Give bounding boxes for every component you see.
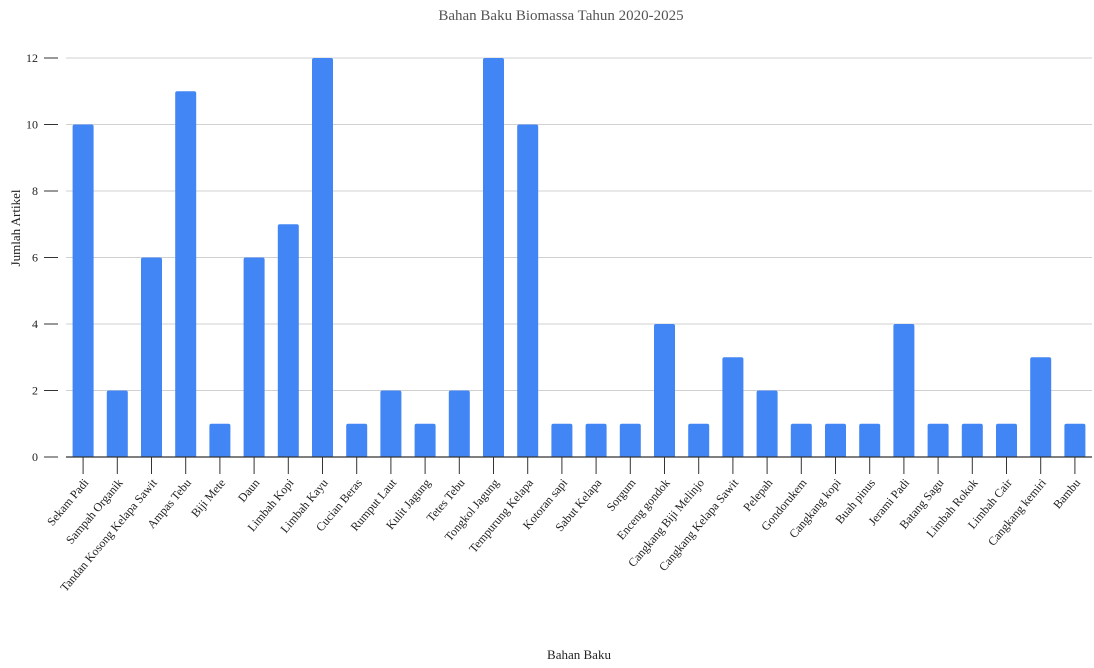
y-tick-label: 2 — [32, 384, 38, 398]
bar-limbah-kayu — [312, 58, 333, 457]
bar-sampah-organik — [106, 390, 128, 457]
bar-cucian-beras — [346, 423, 368, 457]
x-tick-label: Biji Mete — [188, 476, 228, 520]
bar-tempurung-kelapa — [517, 124, 539, 457]
bar-buah-pinus — [859, 423, 881, 457]
bar-jerami-padi — [893, 324, 915, 457]
bar-cangkang-kelapa-sawit — [722, 357, 744, 457]
bar-cangkang-biji-melinjo — [688, 423, 710, 457]
bar-enceng-gondok — [654, 324, 675, 457]
x-tick-label: Pelepah — [740, 476, 775, 514]
x-tick-label: Daun — [235, 476, 262, 505]
bar-tetes-tebu — [448, 390, 470, 457]
y-tick-label: 4 — [32, 317, 38, 331]
y-tick-label: 12 — [26, 51, 38, 65]
bars — [72, 58, 1086, 457]
x-tick-label: Bambu — [1050, 476, 1083, 512]
bar-rumput-laut — [380, 390, 402, 457]
bar-biji-mete — [209, 423, 231, 457]
bar-sekam-padi — [72, 124, 94, 457]
y-axis-ticks: 0 2 4 6 8 10 12 — [26, 51, 58, 464]
y-tick-label: 10 — [26, 118, 38, 132]
bar-limbah-kopi — [277, 224, 299, 457]
bar-tongkol-jagung — [483, 58, 504, 457]
x-axis-title: Bahan Baku — [547, 647, 611, 662]
y-tick-label: 0 — [32, 450, 38, 464]
gridlines — [66, 57, 1092, 391]
bar-limbah-cair — [996, 423, 1017, 457]
bar-pelepah — [756, 390, 778, 457]
bar-cangkang-kopi — [825, 423, 846, 457]
bar-kulit-jagung — [414, 423, 436, 457]
y-tick-label: 8 — [32, 184, 38, 198]
bar-batang-sagu — [927, 423, 949, 457]
chart-title: Bahan Baku Biomassa Tahun 2020-2025 — [438, 8, 683, 24]
y-tick-label: 6 — [32, 251, 38, 265]
bar-kotoran-sapi — [551, 423, 573, 457]
bar-daun — [243, 257, 265, 457]
bar-cangkang-kemiri — [1030, 357, 1052, 457]
bar-sabut-kelapa — [585, 423, 607, 457]
bar-tandan-kosong-kelapa-sawit — [141, 257, 162, 457]
bar-gondorukem — [790, 423, 812, 457]
bar-ampas-tebu — [175, 91, 197, 457]
bar-sorgum — [619, 423, 641, 457]
x-tick-label: Sorgum — [604, 475, 639, 513]
bar-bambu — [1064, 423, 1086, 457]
bar-limbah-rokok — [961, 423, 983, 457]
y-axis-title: Jumlah Artikel — [8, 189, 23, 266]
